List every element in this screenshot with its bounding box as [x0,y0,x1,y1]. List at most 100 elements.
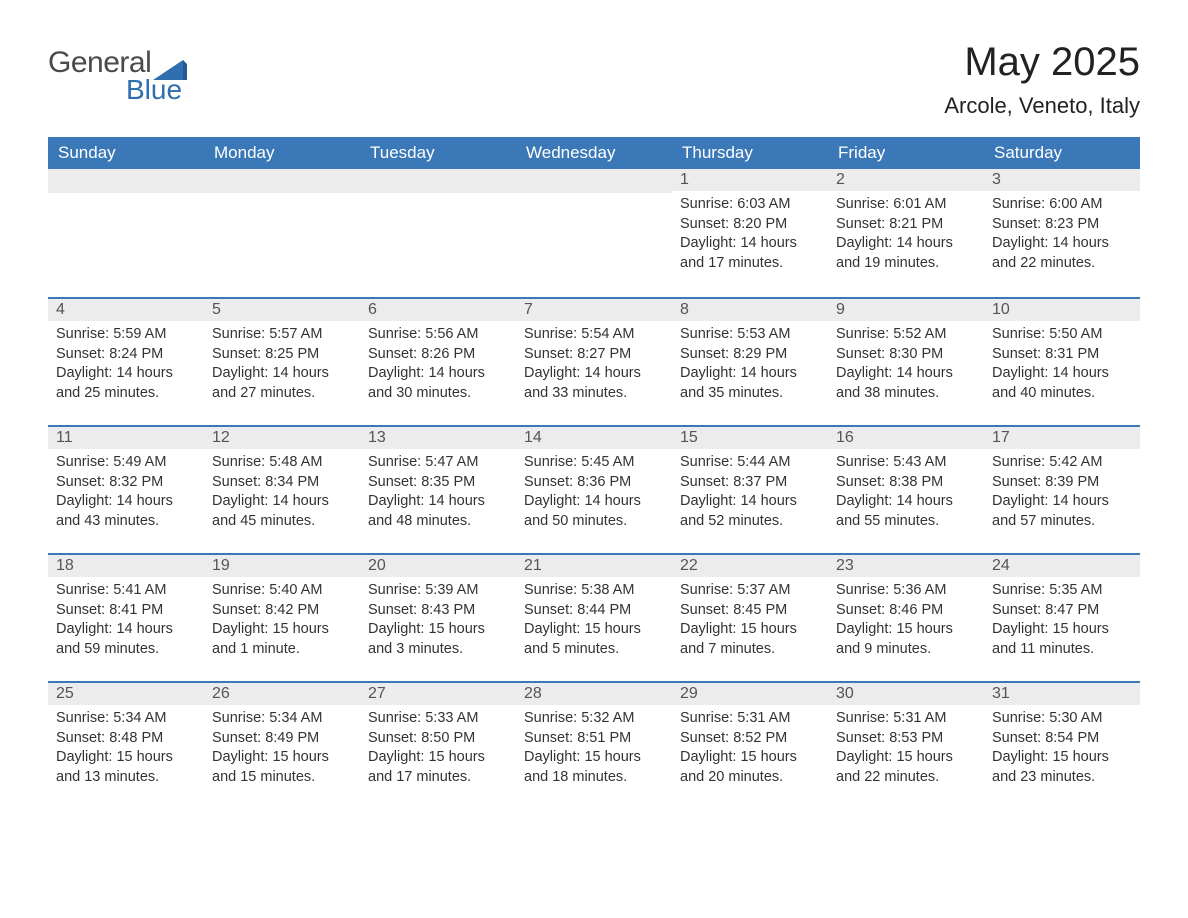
daylight-line: Daylight: 14 hours and 19 minutes. [836,234,976,273]
sunrise-label: Sunrise: [836,582,889,598]
sunset-label: Sunset: [992,474,1041,490]
sunset-value: 8:44 PM [577,602,631,618]
daylight-line: Daylight: 14 hours and 38 minutes. [836,364,976,403]
sunrise-line: Sunrise: 5:45 AM [524,453,664,473]
day-number: 11 [48,425,204,449]
daylight-label: Daylight: [836,621,892,637]
sunset-value: 8:53 PM [889,730,943,746]
sunset-label: Sunset: [212,474,261,490]
sunset-line: Sunset: 8:45 PM [680,601,820,621]
title-block: May 2025 Arcole, Veneto, Italy [944,40,1140,119]
sunrise-label: Sunrise: [992,196,1045,212]
sunrise-label: Sunrise: [368,710,421,726]
sunset-label: Sunset: [212,602,261,618]
daylight-label: Daylight: [368,749,424,765]
day-number: 4 [48,297,204,321]
calendar-week-row: 18Sunrise: 5:41 AMSunset: 8:41 PMDayligh… [48,553,1140,681]
sunrise-label: Sunrise: [680,196,733,212]
sunrise-label: Sunrise: [368,582,421,598]
day-number: 1 [672,169,828,191]
sunset-value: 8:50 PM [421,730,475,746]
sunrise-value: 5:34 AM [269,710,322,726]
sunset-value: 8:24 PM [109,346,163,362]
day-body: Sunrise: 5:34 AMSunset: 8:49 PMDaylight:… [204,705,360,795]
day-body: Sunrise: 5:37 AMSunset: 8:45 PMDaylight:… [672,577,828,667]
daylight-line: Daylight: 14 hours and 50 minutes. [524,492,664,531]
sunset-label: Sunset: [680,602,729,618]
calendar-empty-cell [204,169,360,297]
sunrise-line: Sunrise: 5:49 AM [56,453,196,473]
sunrise-label: Sunrise: [836,454,889,470]
sunrise-line: Sunrise: 5:52 AM [836,325,976,345]
calendar-day-cell: 22Sunrise: 5:37 AMSunset: 8:45 PMDayligh… [672,553,828,681]
sunset-line: Sunset: 8:25 PM [212,345,352,365]
daylight-line: Daylight: 15 hours and 11 minutes. [992,620,1132,659]
sunrise-value: 5:49 AM [113,454,166,470]
calendar-day-cell: 30Sunrise: 5:31 AMSunset: 8:53 PMDayligh… [828,681,984,809]
day-body: Sunrise: 5:52 AMSunset: 8:30 PMDaylight:… [828,321,984,411]
sunset-value: 8:51 PM [577,730,631,746]
daylight-line: Daylight: 15 hours and 1 minute. [212,620,352,659]
sunrise-label: Sunrise: [992,454,1045,470]
day-number: 14 [516,425,672,449]
daylight-line: Daylight: 14 hours and 25 minutes. [56,364,196,403]
daylight-label: Daylight: [56,493,112,509]
sunset-value: 8:47 PM [1045,602,1099,618]
sunrise-line: Sunrise: 5:30 AM [992,709,1132,729]
sunset-line: Sunset: 8:36 PM [524,473,664,493]
sunrise-value: 5:48 AM [269,454,322,470]
daylight-label: Daylight: [836,493,892,509]
sunrise-value: 6:01 AM [893,196,946,212]
daylight-line: Daylight: 15 hours and 5 minutes. [524,620,664,659]
day-number: 27 [360,681,516,705]
daylight-label: Daylight: [212,493,268,509]
day-number: 25 [48,681,204,705]
daylight-label: Daylight: [56,365,112,381]
daylight-label: Daylight: [836,235,892,251]
day-number: 10 [984,297,1140,321]
sunset-value: 8:31 PM [1045,346,1099,362]
day-number: 20 [360,553,516,577]
sunset-value: 8:34 PM [265,474,319,490]
sunset-label: Sunset: [368,474,417,490]
day-number: 24 [984,553,1140,577]
calendar-day-cell: 26Sunrise: 5:34 AMSunset: 8:49 PMDayligh… [204,681,360,809]
sunset-line: Sunset: 8:20 PM [680,215,820,235]
daylight-line: Daylight: 14 hours and 45 minutes. [212,492,352,531]
sunset-line: Sunset: 8:42 PM [212,601,352,621]
empty-daynum-bar [48,169,204,193]
sunset-label: Sunset: [524,346,573,362]
sunset-line: Sunset: 8:53 PM [836,729,976,749]
sunset-label: Sunset: [368,730,417,746]
sunset-value: 8:21 PM [889,216,943,232]
calendar-day-cell: 12Sunrise: 5:48 AMSunset: 8:34 PMDayligh… [204,425,360,553]
day-number: 22 [672,553,828,577]
calendar-empty-cell [360,169,516,297]
day-number: 8 [672,297,828,321]
day-number: 26 [204,681,360,705]
calendar-day-cell: 29Sunrise: 5:31 AMSunset: 8:52 PMDayligh… [672,681,828,809]
sunset-line: Sunset: 8:43 PM [368,601,508,621]
daylight-line: Daylight: 14 hours and 22 minutes. [992,234,1132,273]
sunrise-value: 6:00 AM [1049,196,1102,212]
sunset-line: Sunset: 8:51 PM [524,729,664,749]
daylight-label: Daylight: [680,621,736,637]
day-body: Sunrise: 5:39 AMSunset: 8:43 PMDaylight:… [360,577,516,667]
day-number: 17 [984,425,1140,449]
sunset-value: 8:45 PM [733,602,787,618]
daylight-line: Daylight: 14 hours and 52 minutes. [680,492,820,531]
sunset-value: 8:25 PM [265,346,319,362]
day-number: 3 [984,169,1140,191]
sunrise-label: Sunrise: [524,454,577,470]
sunset-label: Sunset: [680,730,729,746]
day-number: 16 [828,425,984,449]
day-number: 18 [48,553,204,577]
day-body: Sunrise: 5:45 AMSunset: 8:36 PMDaylight:… [516,449,672,539]
sunrise-line: Sunrise: 5:53 AM [680,325,820,345]
daylight-label: Daylight: [56,749,112,765]
sunrise-line: Sunrise: 5:39 AM [368,581,508,601]
sunrise-line: Sunrise: 5:33 AM [368,709,508,729]
weekday-header: Monday [204,137,360,169]
sunrise-label: Sunrise: [992,710,1045,726]
sunrise-label: Sunrise: [524,326,577,342]
